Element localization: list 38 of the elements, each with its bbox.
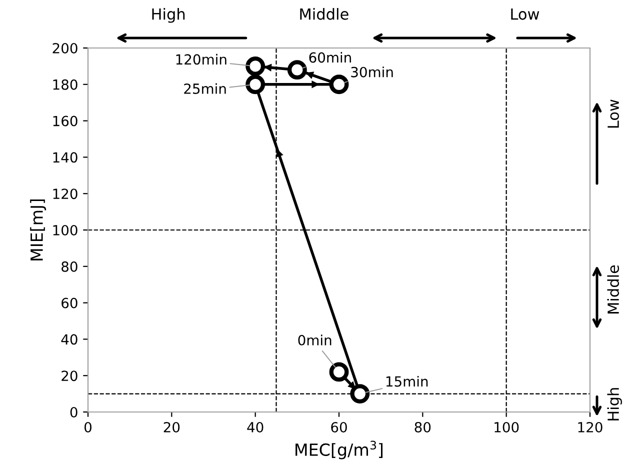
text: Low <box>511 8 540 20</box>
y-tick-label: 100 <box>53 224 78 236</box>
annotation: 120min <box>176 54 226 65</box>
x-tick-label: 120 <box>578 422 602 432</box>
y-tick-label: 180 <box>53 79 78 90</box>
annotation: 25min <box>184 83 226 94</box>
y-tick-label: 80 <box>62 261 78 272</box>
y-tick-label: 120 <box>53 188 78 200</box>
text: Middle <box>607 265 620 314</box>
y-tick-label: 140 <box>53 152 78 163</box>
y-tick-label: 20 <box>62 370 78 382</box>
x-tick-label: 0 <box>84 422 92 432</box>
x-tick-label: 20 <box>164 422 180 432</box>
point <box>287 60 307 80</box>
annotation: 30min <box>351 66 393 78</box>
y-axis-title: MIE[mJ] <box>30 199 46 260</box>
text: Low <box>608 100 620 128</box>
y-tick-label: 60 <box>62 298 78 308</box>
text: High <box>152 8 185 23</box>
y-tick-label: 200 <box>52 42 78 54</box>
x-tick-label: 100 <box>494 422 519 432</box>
point <box>350 384 370 404</box>
x-tick-label: 80 <box>414 422 431 432</box>
point <box>329 74 349 94</box>
y-tick-label: 40 <box>61 334 78 345</box>
x-tick-label: 60 <box>331 422 347 432</box>
x-axis-title: MEC[g/m$^{3}$] <box>296 440 383 460</box>
y-tick-label: 160 <box>53 116 78 126</box>
x-tick-label: 40 <box>247 422 264 432</box>
y-tick-label: 0 <box>70 406 78 418</box>
annotation: 60min <box>309 52 351 63</box>
text: High <box>607 388 622 420</box>
annotation: 0min <box>298 334 332 346</box>
annotation: 15min <box>386 376 428 387</box>
text: Middle <box>300 8 348 20</box>
point <box>329 362 349 382</box>
point <box>246 56 266 76</box>
point <box>246 74 266 94</box>
